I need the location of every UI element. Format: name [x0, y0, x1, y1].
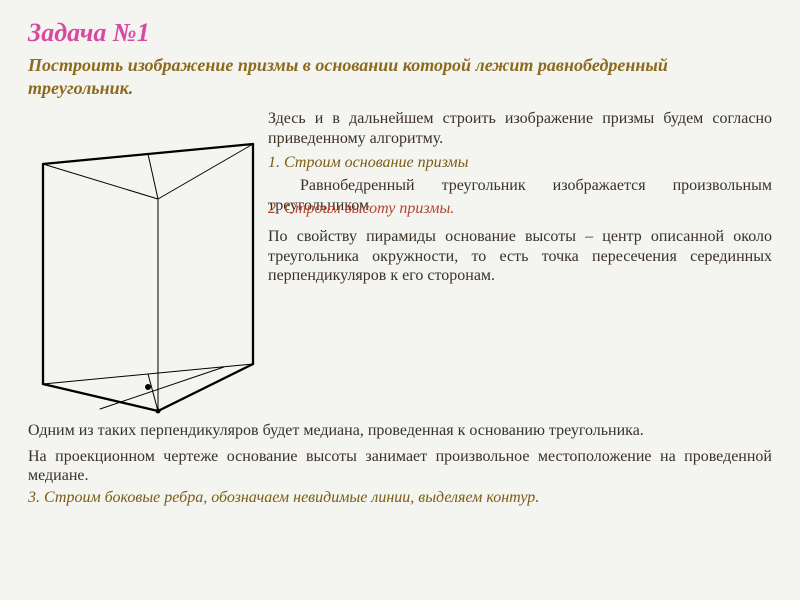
overlap-2: На проекционном чертеже основание высоты… [28, 447, 772, 486]
intro-text: Здесь и в дальнейшем строить изображение… [268, 109, 772, 148]
para-median: Одним из таких перпендикуляров будет мед… [28, 421, 772, 441]
content-row: Здесь и в дальнейшем строить изображение… [28, 109, 772, 419]
right-column: Здесь и в дальнейшем строить изображение… [258, 109, 772, 292]
step-3: 3. Строим боковые ребра, обозначаем неви… [28, 489, 539, 507]
para-projection: На проекционном чертеже основание высоты… [28, 447, 772, 486]
step-1: 1. Строим основание призмы [268, 154, 772, 172]
below-figure-block: Одним из таких перпендикуляров будет мед… [28, 421, 772, 486]
overlap-1: Равнобедренный треугольник изображается … [268, 176, 772, 215]
para-height-property: По свойству пирамиды основание высоты – … [268, 227, 772, 286]
step-2: 2. Строим высоту призмы. [268, 200, 454, 218]
slide-page: Задача №1 Построить изображение призмы в… [0, 0, 800, 600]
task-title: Задача №1 [28, 18, 772, 48]
task-subtitle: Построить изображение призмы в основании… [28, 54, 772, 99]
prism-figure [28, 109, 258, 419]
